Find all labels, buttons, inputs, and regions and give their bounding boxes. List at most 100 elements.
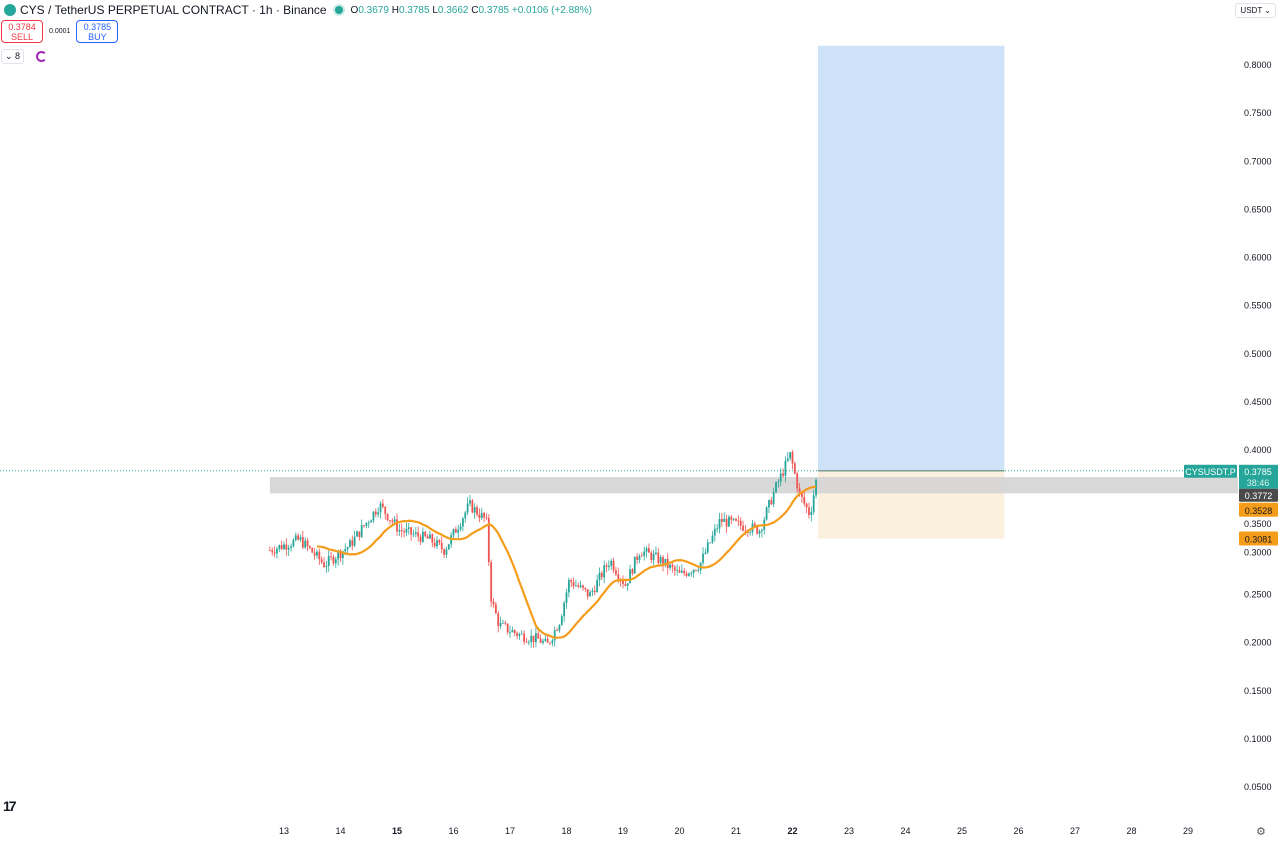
- candle-body: [612, 560, 615, 571]
- support-zone: [269, 477, 1238, 494]
- candle-body: [471, 500, 474, 513]
- sync-icon[interactable]: [36, 51, 48, 62]
- symbol-tag-label: CYSUSDT.P: [1185, 467, 1236, 477]
- candle-body: [683, 570, 686, 574]
- candle-body: [805, 503, 808, 508]
- candle-body: [323, 562, 325, 568]
- symbol-title[interactable]: CYS / TetherUS PERPETUAL CONTRACT · 1h ·…: [20, 3, 327, 17]
- candle-body: [622, 580, 624, 585]
- candle-body: [341, 551, 344, 559]
- candle-body: [419, 536, 422, 542]
- candle-body: [292, 539, 295, 547]
- candle-body: [664, 558, 667, 566]
- spread: 0.0001: [49, 28, 71, 35]
- candle-body: [732, 518, 735, 520]
- time-axis-label: 18: [561, 826, 571, 836]
- candle-body: [386, 513, 389, 521]
- candle-body: [768, 500, 770, 508]
- price-axis-label: 0.6500: [1244, 204, 1272, 214]
- currency-select[interactable]: USDT ⌄: [1235, 3, 1276, 18]
- cys-logo-icon: [4, 4, 16, 16]
- candle-body: [739, 520, 742, 526]
- candle-body: [351, 540, 354, 546]
- time-axis-label: 24: [900, 826, 910, 836]
- price-axis-label: 0.0500: [1244, 782, 1272, 792]
- time-axis-label: 21: [731, 826, 741, 836]
- candle-body: [579, 585, 582, 587]
- candle-body: [615, 570, 617, 575]
- candle-body: [276, 548, 278, 554]
- candle-body: [431, 534, 434, 543]
- candle-body: [680, 570, 683, 573]
- candle-body: [502, 622, 504, 624]
- candle-body: [483, 512, 486, 518]
- candle-body: [542, 640, 544, 643]
- candle-body: [360, 525, 363, 537]
- candle-body: [657, 552, 660, 563]
- time-axis-label: 22: [787, 826, 797, 836]
- price-axis-label: 0.4000: [1244, 445, 1272, 455]
- candle-body: [487, 517, 490, 563]
- price-axis-label: 0.3000: [1244, 548, 1272, 558]
- candle-body: [647, 548, 650, 553]
- candle-body: [584, 587, 587, 590]
- candle-body: [459, 526, 462, 530]
- candle-body: [589, 592, 591, 597]
- time-axis-label: 23: [844, 826, 854, 836]
- candle-body: [525, 641, 528, 643]
- candle-body: [421, 531, 424, 542]
- candle-body: [598, 572, 601, 581]
- candle-body: [381, 503, 384, 507]
- candle-body: [268, 550, 271, 552]
- time-axis-label: 16: [448, 826, 458, 836]
- candle-body: [527, 641, 530, 643]
- zone-price-label: 0.3528: [1245, 506, 1273, 516]
- candle-body: [636, 556, 639, 561]
- candle-body: [372, 511, 375, 521]
- candle-body: [695, 569, 697, 571]
- candle-body: [499, 622, 502, 627]
- candle-body: [313, 552, 316, 556]
- candle-body: [812, 495, 815, 512]
- candle-body: [815, 479, 817, 496]
- settings-icon[interactable]: ⚙: [1256, 826, 1266, 838]
- candle-body: [796, 473, 799, 489]
- candle-body: [518, 634, 521, 636]
- indicators-collapse-button[interactable]: ⌄ 8: [1, 49, 25, 64]
- candle-body: [410, 527, 413, 535]
- candle-body: [549, 642, 551, 644]
- price-axis-label: 0.7000: [1244, 156, 1272, 166]
- buy-button[interactable]: 0.3785 BUY: [76, 20, 119, 43]
- candle-body: [803, 497, 806, 504]
- candle-body: [426, 536, 429, 539]
- candle-body: [775, 482, 777, 493]
- candle-body: [327, 556, 330, 566]
- candle-body: [633, 556, 636, 574]
- candle-body: [478, 514, 481, 519]
- candle-body: [610, 560, 613, 566]
- candle-body: [801, 491, 803, 498]
- candle-body: [476, 507, 478, 515]
- candle-body: [690, 573, 693, 574]
- candle-body: [513, 630, 516, 634]
- time-axis-label: 19: [618, 826, 628, 836]
- candle-body: [511, 630, 514, 633]
- candle-body: [605, 565, 608, 567]
- candle-body: [786, 458, 789, 461]
- candle-body: [389, 520, 391, 521]
- candle-body: [308, 546, 311, 548]
- candle-body: [334, 559, 337, 564]
- sell-button[interactable]: 0.3784 SELL: [1, 20, 43, 43]
- price-axis-label: 0.2500: [1244, 589, 1272, 599]
- candle-body: [692, 569, 695, 574]
- candle-body: [384, 506, 387, 514]
- candle-body: [473, 507, 476, 513]
- candle-body: [718, 518, 721, 529]
- stop-price-label: 0.3081: [1245, 535, 1273, 545]
- candle-body: [709, 542, 712, 544]
- candle-body: [688, 573, 690, 576]
- candle-body: [318, 551, 321, 560]
- candle-body: [454, 529, 457, 533]
- candle-body: [593, 590, 596, 593]
